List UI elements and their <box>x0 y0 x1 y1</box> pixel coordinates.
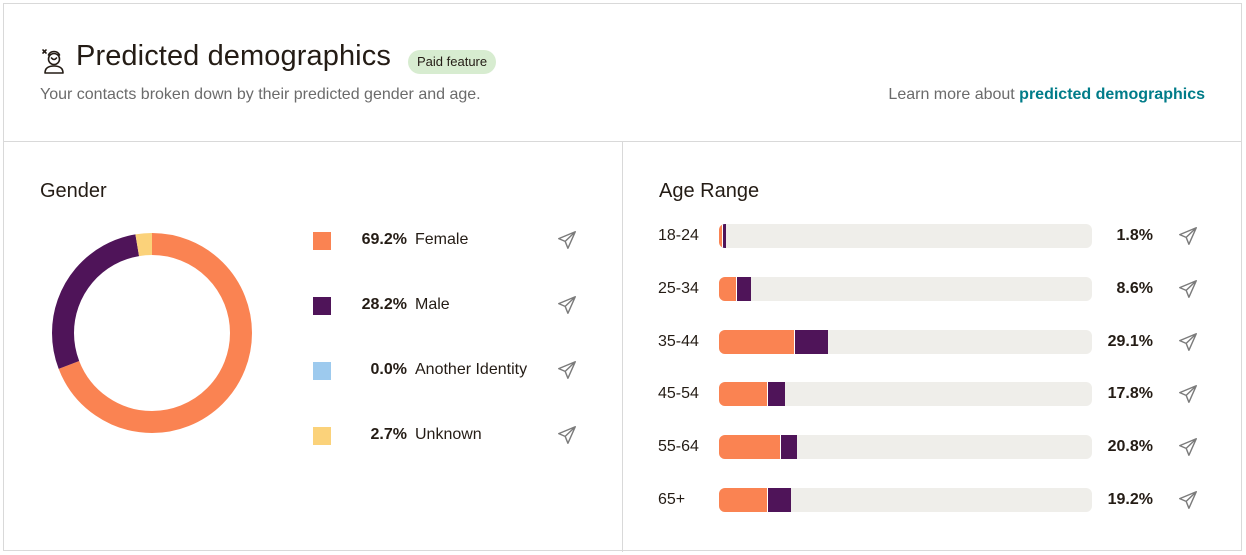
age-bar-track-35-44 <box>719 329 1092 354</box>
legend-label-male: Male <box>415 296 450 313</box>
age-bar-segment-45-54-female <box>719 382 768 407</box>
age-bar-segment-35-44-male <box>794 329 828 354</box>
learn-more-prefix: Learn more about <box>888 86 1020 103</box>
age-bar-segment-18-24-female <box>719 224 723 248</box>
age-bar-segment-45-54-male <box>767 382 786 407</box>
age-row-25-34: 25-34 8.6% <box>658 276 1218 303</box>
section-divider <box>622 142 623 552</box>
card-header: Predicted demographics Paid feature Your… <box>4 4 1241 142</box>
age-bar-track-45-54 <box>719 382 1092 407</box>
age-row-35-44: 35-44 29.1% <box>658 329 1218 356</box>
age-bar-track-25-34 <box>719 276 1092 301</box>
legend-row-unknown: 2.7% Unknown <box>313 426 583 446</box>
legend-swatch-unknown <box>313 427 331 445</box>
donut-slice-male <box>52 233 252 433</box>
age-bar-segment-25-34-male <box>736 276 752 301</box>
learn-more-text: Learn more about predicted demographics <box>888 86 1205 104</box>
age-row-55-64: 55-64 20.8% <box>658 435 1218 461</box>
age-row-45-54: 45-54 17.8% <box>658 382 1218 408</box>
age-label-65plus: 65+ <box>658 491 686 508</box>
age-row-65plus: 65+ 19.2% <box>658 488 1218 514</box>
age-percent-65plus: 19.2% <box>1107 491 1153 508</box>
age-section-title: Age Range <box>659 180 760 202</box>
age-label-25-34: 25-34 <box>658 279 699 297</box>
age-percent-55-64: 20.8% <box>1107 438 1153 456</box>
age-label-35-44: 35-44 <box>658 332 699 350</box>
legend-swatch-another-identity <box>313 362 331 380</box>
age-bar-segment-55-64-male <box>780 435 797 460</box>
demographics-person-icon <box>42 49 64 74</box>
age-percent-25-34: 8.6% <box>1116 279 1153 297</box>
send-icon-age-25-34[interactable] <box>1177 278 1199 300</box>
send-icon-age-35-44[interactable] <box>1177 331 1199 353</box>
legend-percent-female: 69.2% <box>361 231 407 248</box>
legend-swatch-male <box>313 297 331 315</box>
age-label-45-54: 45-54 <box>658 385 699 403</box>
learn-more-link[interactable]: predicted demographics <box>1019 86 1205 103</box>
paid-feature-badge: Paid feature <box>408 50 497 74</box>
legend-label-female: Female <box>415 231 469 248</box>
page-subtitle: Your contacts broken down by their predi… <box>40 86 481 103</box>
legend-label-another-identity: Another Identity <box>415 361 528 378</box>
age-bar-segment-65plus-female <box>719 488 767 512</box>
age-bar-segment-18-24-male <box>722 224 726 248</box>
age-row-18-24: 18-24 1.8% <box>658 224 1218 250</box>
legend-percent-another-identity: 0.0% <box>370 361 407 378</box>
predicted-demographics-card: Predicted demographics Paid feature Your… <box>3 3 1242 552</box>
age-bar-track-65plus <box>719 488 1092 512</box>
send-icon-age-65plus[interactable] <box>1177 489 1199 511</box>
legend-row-female: 69.2% Female <box>313 231 583 251</box>
age-percent-18-24: 1.8% <box>1116 227 1153 244</box>
age-label-18-24: 18-24 <box>658 227 699 244</box>
legend-label-unknown: Unknown <box>415 426 482 443</box>
age-bar-track-18-24 <box>719 224 1092 248</box>
age-bar-segment-55-64-female <box>719 435 781 460</box>
age-bar-segment-65plus-male <box>766 488 791 512</box>
legend-percent-male: 28.2% <box>361 296 407 313</box>
age-bar-segment-35-44-female <box>719 329 795 354</box>
send-icon-male[interactable] <box>556 294 578 316</box>
send-icon-unknown[interactable] <box>556 424 578 446</box>
donut-slice-unknown <box>52 233 252 433</box>
legend-swatch-female <box>313 232 331 250</box>
age-percent-35-44: 29.1% <box>1107 332 1153 350</box>
age-bar-track-55-64 <box>719 435 1092 460</box>
legend-percent-unknown: 2.7% <box>370 426 407 443</box>
send-icon-another-identity[interactable] <box>556 359 578 381</box>
send-icon-age-45-54[interactable] <box>1177 383 1199 405</box>
send-icon-female[interactable] <box>556 229 578 251</box>
age-percent-45-54: 17.8% <box>1107 385 1153 403</box>
page-title: Predicted demographics <box>76 40 391 72</box>
send-icon-age-55-64[interactable] <box>1177 436 1199 458</box>
legend-row-another-identity: 0.0% Another Identity <box>313 361 583 381</box>
legend-row-male: 28.2% Male <box>313 296 583 316</box>
age-label-55-64: 55-64 <box>658 438 699 456</box>
age-bar-segment-25-34-female <box>719 276 737 301</box>
gender-section-title: Gender <box>40 180 107 202</box>
gender-donut-chart <box>52 233 252 433</box>
send-icon-age-18-24[interactable] <box>1177 225 1199 247</box>
